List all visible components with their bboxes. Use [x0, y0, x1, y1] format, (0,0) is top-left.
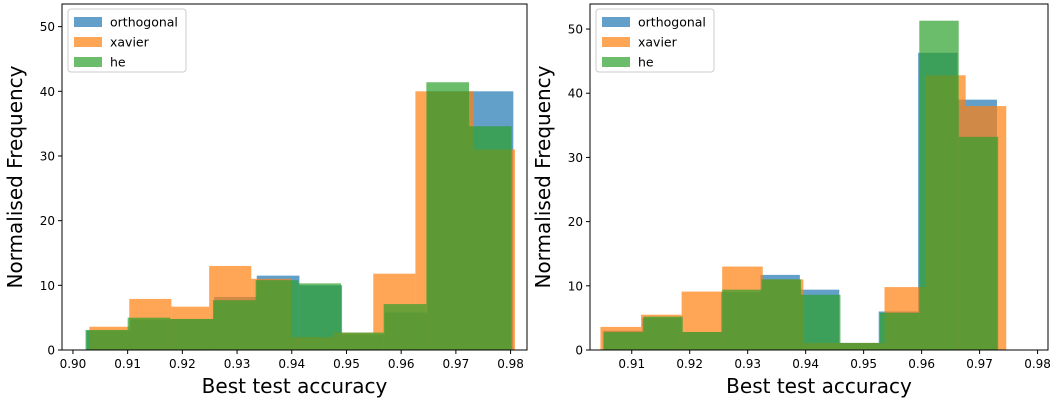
legend-label-he: he — [110, 55, 126, 70]
bar-he-5 — [255, 280, 299, 350]
legend-label-orthogonal: orthogonal — [638, 15, 706, 30]
legend: orthogonal xavier he — [67, 8, 187, 73]
y-tick-label: 0 — [47, 344, 55, 358]
legend-label-orthogonal: orthogonal — [110, 15, 178, 30]
x-tick-label: 0.98 — [497, 357, 524, 371]
bar-he-7 — [840, 342, 880, 350]
x-tick-label: 0.95 — [333, 357, 360, 371]
bar-he-9 — [426, 82, 470, 350]
x-tick-label: 0.91 — [618, 357, 645, 371]
bar-he-4 — [212, 300, 256, 350]
y-tick-label: 0 — [575, 344, 583, 358]
y-tick-label: 10 — [568, 279, 583, 293]
y-tick-label: 30 — [40, 149, 55, 163]
plot-frame — [61, 3, 528, 351]
bar-he-1 — [603, 332, 644, 350]
x-tick-label: 0.97 — [443, 357, 470, 371]
y-tick-label: 30 — [568, 151, 583, 165]
bar-he-7 — [341, 332, 384, 350]
series-he — [85, 82, 512, 350]
bar-he-2 — [643, 316, 683, 350]
bar-he-9 — [919, 20, 959, 350]
legend-swatch-xavier — [602, 37, 630, 47]
chart-panel-1: 0 10 20 30 40 50 0.90 0.91 0.92 0.93 0.94 0.95 0.96 0… — [3, 3, 528, 398]
x-axis-title: Best test accuracy — [726, 374, 912, 398]
y-tick-label: 20 — [40, 214, 55, 228]
bar-he-6 — [298, 283, 341, 350]
y-tick-label: 50 — [40, 20, 55, 34]
y-axis-title: Normalised Frequency — [3, 65, 27, 288]
y-axis-title: Normalised Frequency — [531, 65, 555, 288]
bar-he-6 — [801, 294, 841, 350]
legend-label-he: he — [638, 55, 654, 70]
x-tick-label: 0.92 — [676, 357, 703, 371]
bar-he-3 — [682, 332, 723, 350]
x-tick-label: 0.93 — [224, 357, 251, 371]
y-tick-label: 40 — [568, 87, 583, 101]
x-tick-label: 0.94 — [278, 357, 305, 371]
x-tick-label: 0.97 — [966, 357, 993, 371]
x-axis-title: Best test accuracy — [202, 374, 388, 398]
legend-swatch-orthogonal — [74, 17, 102, 27]
y-tick-label: 50 — [568, 23, 583, 37]
x-tick-label: 0.96 — [388, 357, 415, 371]
legend-label-xavier: xavier — [110, 35, 150, 50]
y-tick-label: 10 — [40, 279, 55, 293]
chart-panel-2: 0 10 20 30 40 50 0.91 0.92 0.93 0.94 0.95 0.96 0.97 0… — [531, 3, 1051, 398]
x-tick-label: 0.93 — [734, 357, 761, 371]
bar-he-10 — [469, 126, 512, 350]
legend-swatch-xavier — [74, 37, 102, 47]
legend-swatch-he — [602, 57, 630, 67]
x-tick-label: 0.98 — [1024, 357, 1051, 371]
plot-frame — [589, 3, 1049, 351]
y-tick-label: 40 — [40, 85, 55, 99]
bar-he-10 — [958, 136, 999, 350]
bar-he-5 — [761, 279, 802, 350]
legend-swatch-he — [74, 57, 102, 67]
bar-he-1 — [85, 329, 128, 350]
legend-label-xavier: xavier — [638, 35, 678, 50]
bar-he-8 — [879, 312, 920, 350]
x-tick-label: 0.95 — [850, 357, 877, 371]
x-tick-label: 0.92 — [169, 357, 196, 371]
x-tick-label: 0.94 — [792, 357, 819, 371]
y-tick-label: 20 — [568, 215, 583, 229]
bar-he-8 — [383, 304, 427, 350]
x-tick-label: 0.96 — [908, 357, 935, 371]
bar-he-3 — [170, 318, 213, 350]
x-tick-label: 0.90 — [60, 357, 87, 371]
bar-he-2 — [127, 317, 171, 350]
legend: orthogonal xavier he — [595, 8, 715, 73]
x-tick-label: 0.91 — [114, 357, 141, 371]
legend-swatch-orthogonal — [602, 17, 630, 27]
series-he — [603, 20, 999, 350]
bar-he-4 — [722, 289, 762, 350]
